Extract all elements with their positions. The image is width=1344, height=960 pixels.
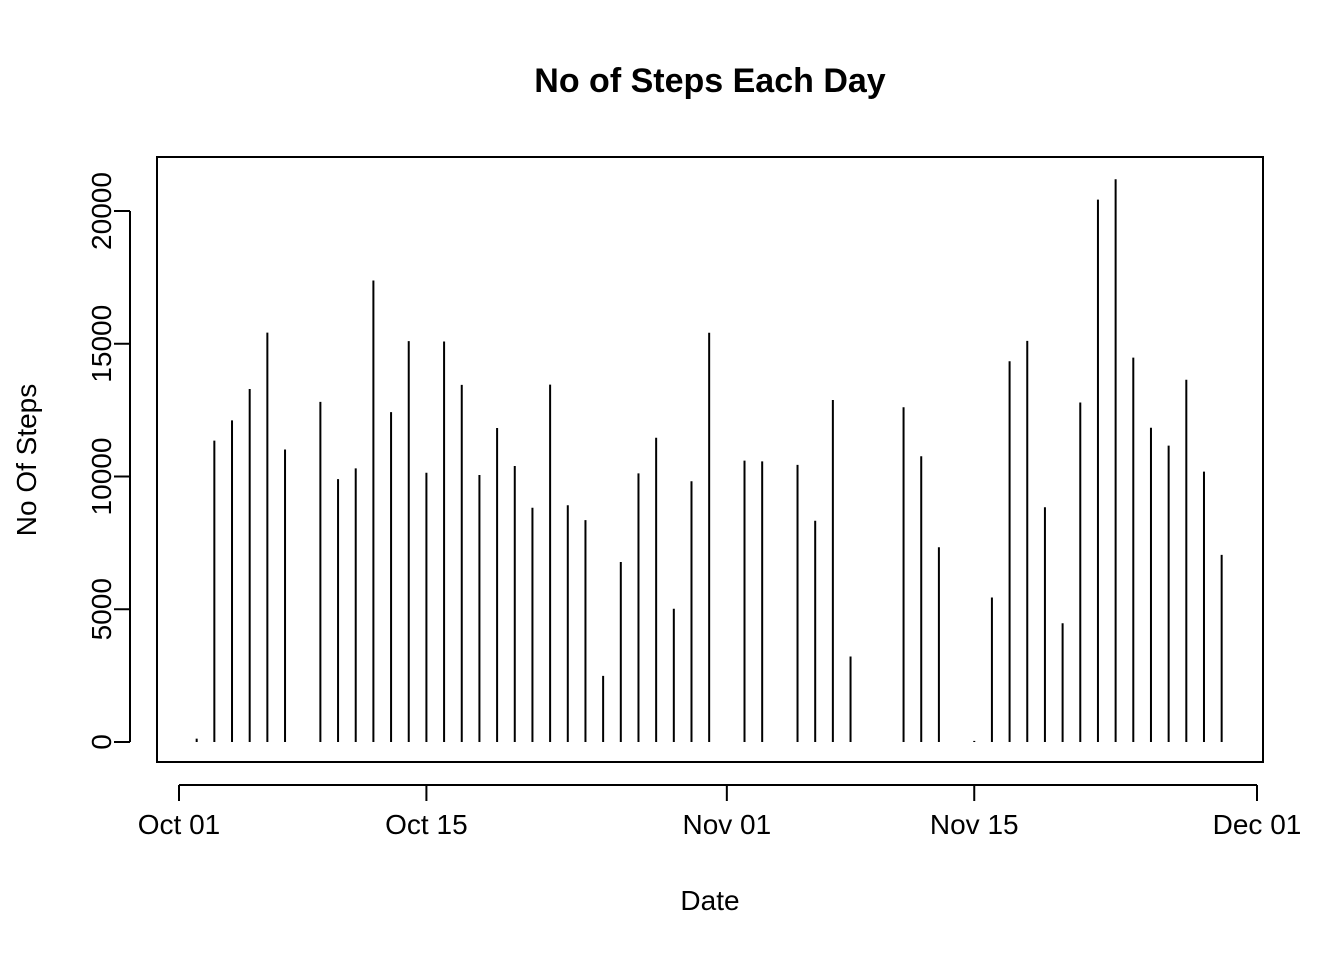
x-tick-label: Nov 01 [682, 809, 771, 840]
chart-title: No of Steps Each Day [534, 62, 886, 100]
y-tick-label: 15000 [86, 305, 117, 383]
y-axis-label: No Of Steps [11, 384, 42, 537]
x-axis-ticks: Oct 01 Oct 15 Nov 01 Nov 15 Dec 01 [138, 785, 1302, 840]
x-axis-label: Date [680, 885, 739, 916]
x-tick-label: Dec 01 [1213, 809, 1302, 840]
x-tick-label: Oct 01 [138, 809, 220, 840]
y-tick-label: 20000 [86, 172, 117, 250]
plot-area-frame [156, 156, 1264, 763]
bars-group [195, 179, 1223, 742]
y-tick-label: 0 [86, 734, 117, 750]
y-axis-ticks: 0 5000 10000 15000 20000 [86, 172, 130, 750]
x-tick-label: Oct 15 [385, 809, 467, 840]
y-tick-label: 5000 [86, 578, 117, 640]
x-tick-label: Nov 15 [930, 809, 1019, 840]
y-tick-label: 10000 [86, 438, 117, 516]
